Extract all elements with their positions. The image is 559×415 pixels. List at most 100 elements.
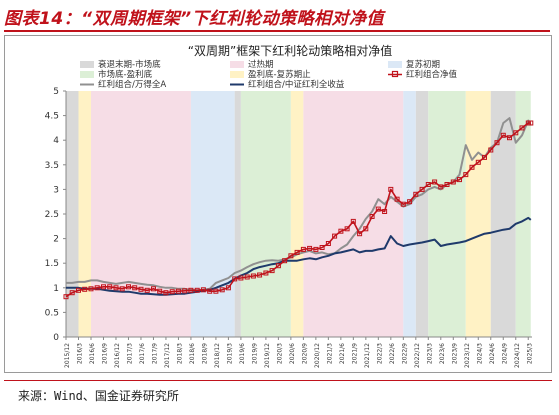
- regime-band-11: [465, 91, 491, 337]
- x-tick-label: 2020/9: [301, 343, 308, 364]
- series-marker: [400, 201, 406, 207]
- series-marker: [300, 246, 306, 252]
- legend-item-4: 盈利底-复苏期止: [230, 69, 311, 80]
- series-marker: [375, 206, 381, 212]
- x-tick-label: 2022/6: [389, 343, 396, 364]
- series-marker: [144, 287, 150, 293]
- x-tick-label: 2020/6: [289, 343, 296, 364]
- legend-swatch: [388, 61, 402, 68]
- regime-band-0: [66, 91, 79, 337]
- series-marker: [338, 228, 344, 234]
- series-marker: [357, 231, 363, 237]
- legend-label: 复苏初期: [406, 59, 440, 70]
- x-tick-label: 2025/3: [526, 343, 533, 364]
- regime-band-5: [240, 91, 291, 337]
- x-tick-label: 2016/12: [114, 343, 121, 368]
- series-marker: [157, 288, 163, 294]
- regime-band-4: [234, 91, 241, 337]
- x-tick-label: 2017/12: [164, 343, 171, 368]
- x-tick-label: 2018/12: [214, 343, 221, 368]
- series-marker: [88, 286, 94, 292]
- regime-band-2: [90, 91, 191, 337]
- series-marker: [457, 177, 462, 183]
- series-line-2: [66, 216, 532, 296]
- series-marker: [119, 286, 125, 292]
- legend-item-6: 红利组合/万得全A: [80, 79, 166, 90]
- series-marker: [350, 218, 356, 224]
- regime-band-1: [78, 91, 91, 337]
- series-marker: [519, 125, 525, 131]
- x-tick-label: 2016/9: [101, 343, 108, 364]
- legend-label: 盈利底-复苏期止: [248, 69, 311, 80]
- y-tick-label: 2: [53, 235, 59, 245]
- series-lines: [63, 117, 534, 300]
- series-marker: [294, 249, 300, 255]
- series-marker: [500, 132, 506, 138]
- x-tick-label: 2019/12: [264, 343, 271, 368]
- series-marker: [475, 159, 481, 165]
- x-tick-label: 2023/9: [451, 343, 458, 364]
- series-marker: [313, 246, 319, 252]
- y-tick-label: 4.5: [45, 112, 59, 122]
- series-marker: [269, 268, 275, 274]
- regime-band-9: [415, 91, 429, 337]
- figure-title: 图表14：“双周期框架”下红利轮动策略相对净值: [4, 9, 385, 29]
- y-tick-label: 3: [53, 185, 59, 195]
- chart-title: “双周期”框架下红利轮动策略相对净值: [188, 43, 392, 58]
- regime-band-3: [190, 91, 235, 337]
- series-marker: [94, 285, 100, 291]
- series-marker: [232, 276, 238, 282]
- legend-label: 红利组合/万得全A: [98, 79, 166, 90]
- legend-swatch: [80, 61, 94, 68]
- y-tick-label: 0: [53, 333, 59, 343]
- y-tick-label: 4: [53, 136, 59, 146]
- y-tick-label: 1.5: [45, 259, 59, 269]
- x-tick-label: 2021/12: [364, 343, 371, 368]
- series-marker: [394, 196, 400, 202]
- series-marker: [382, 209, 388, 214]
- series-marker: [101, 284, 106, 290]
- chart-frame: [4, 35, 552, 373]
- x-tick-label: 2024/12: [514, 343, 521, 368]
- series-marker: [163, 290, 169, 296]
- x-tick-label: 2019/6: [239, 343, 246, 364]
- regime-band-10: [428, 91, 466, 337]
- y-tick-label: 1: [53, 284, 59, 294]
- series-marker: [332, 233, 338, 239]
- series-marker: [413, 191, 419, 197]
- series-marker: [76, 287, 81, 293]
- series-marker: [244, 274, 250, 280]
- regime-band-7: [303, 91, 404, 337]
- series-marker: [207, 288, 213, 294]
- series-marker: [169, 289, 175, 295]
- series-marker: [319, 245, 325, 250]
- series-marker: [113, 285, 119, 291]
- source-note: 来源：Wind、国金证券研究所: [18, 389, 179, 403]
- series-marker: [213, 288, 219, 294]
- legend-label: 红利组合净值: [406, 69, 458, 80]
- bottom-rule: [4, 380, 552, 381]
- series-marker: [82, 286, 88, 292]
- x-tick-label: 2022/12: [414, 343, 421, 368]
- series-marker: [513, 130, 519, 136]
- legend-label: 红利组合/中证红利全收益: [248, 79, 345, 90]
- series-marker: [182, 288, 188, 294]
- x-tick-label: 2017/6: [139, 343, 146, 364]
- series-marker: [288, 253, 294, 259]
- series-marker: [194, 287, 200, 293]
- y-tick-label: 0.5: [45, 308, 59, 318]
- regime-bands: [66, 91, 531, 337]
- y-tick-label: 2.5: [45, 210, 59, 220]
- legend-swatch: [230, 71, 244, 78]
- x-tick-label: 2023/12: [464, 343, 471, 368]
- x-tick-label: 2016/3: [76, 343, 83, 364]
- series-marker: [282, 258, 288, 264]
- x-tick-label: 2024/3: [476, 343, 483, 364]
- x-tick-label: 2022/3: [376, 343, 383, 364]
- x-tick-label: 2023/3: [426, 343, 433, 364]
- x-tick-label: 2024/9: [501, 343, 508, 364]
- series-marker: [363, 226, 369, 232]
- x-tick-label: 2023/6: [439, 343, 446, 364]
